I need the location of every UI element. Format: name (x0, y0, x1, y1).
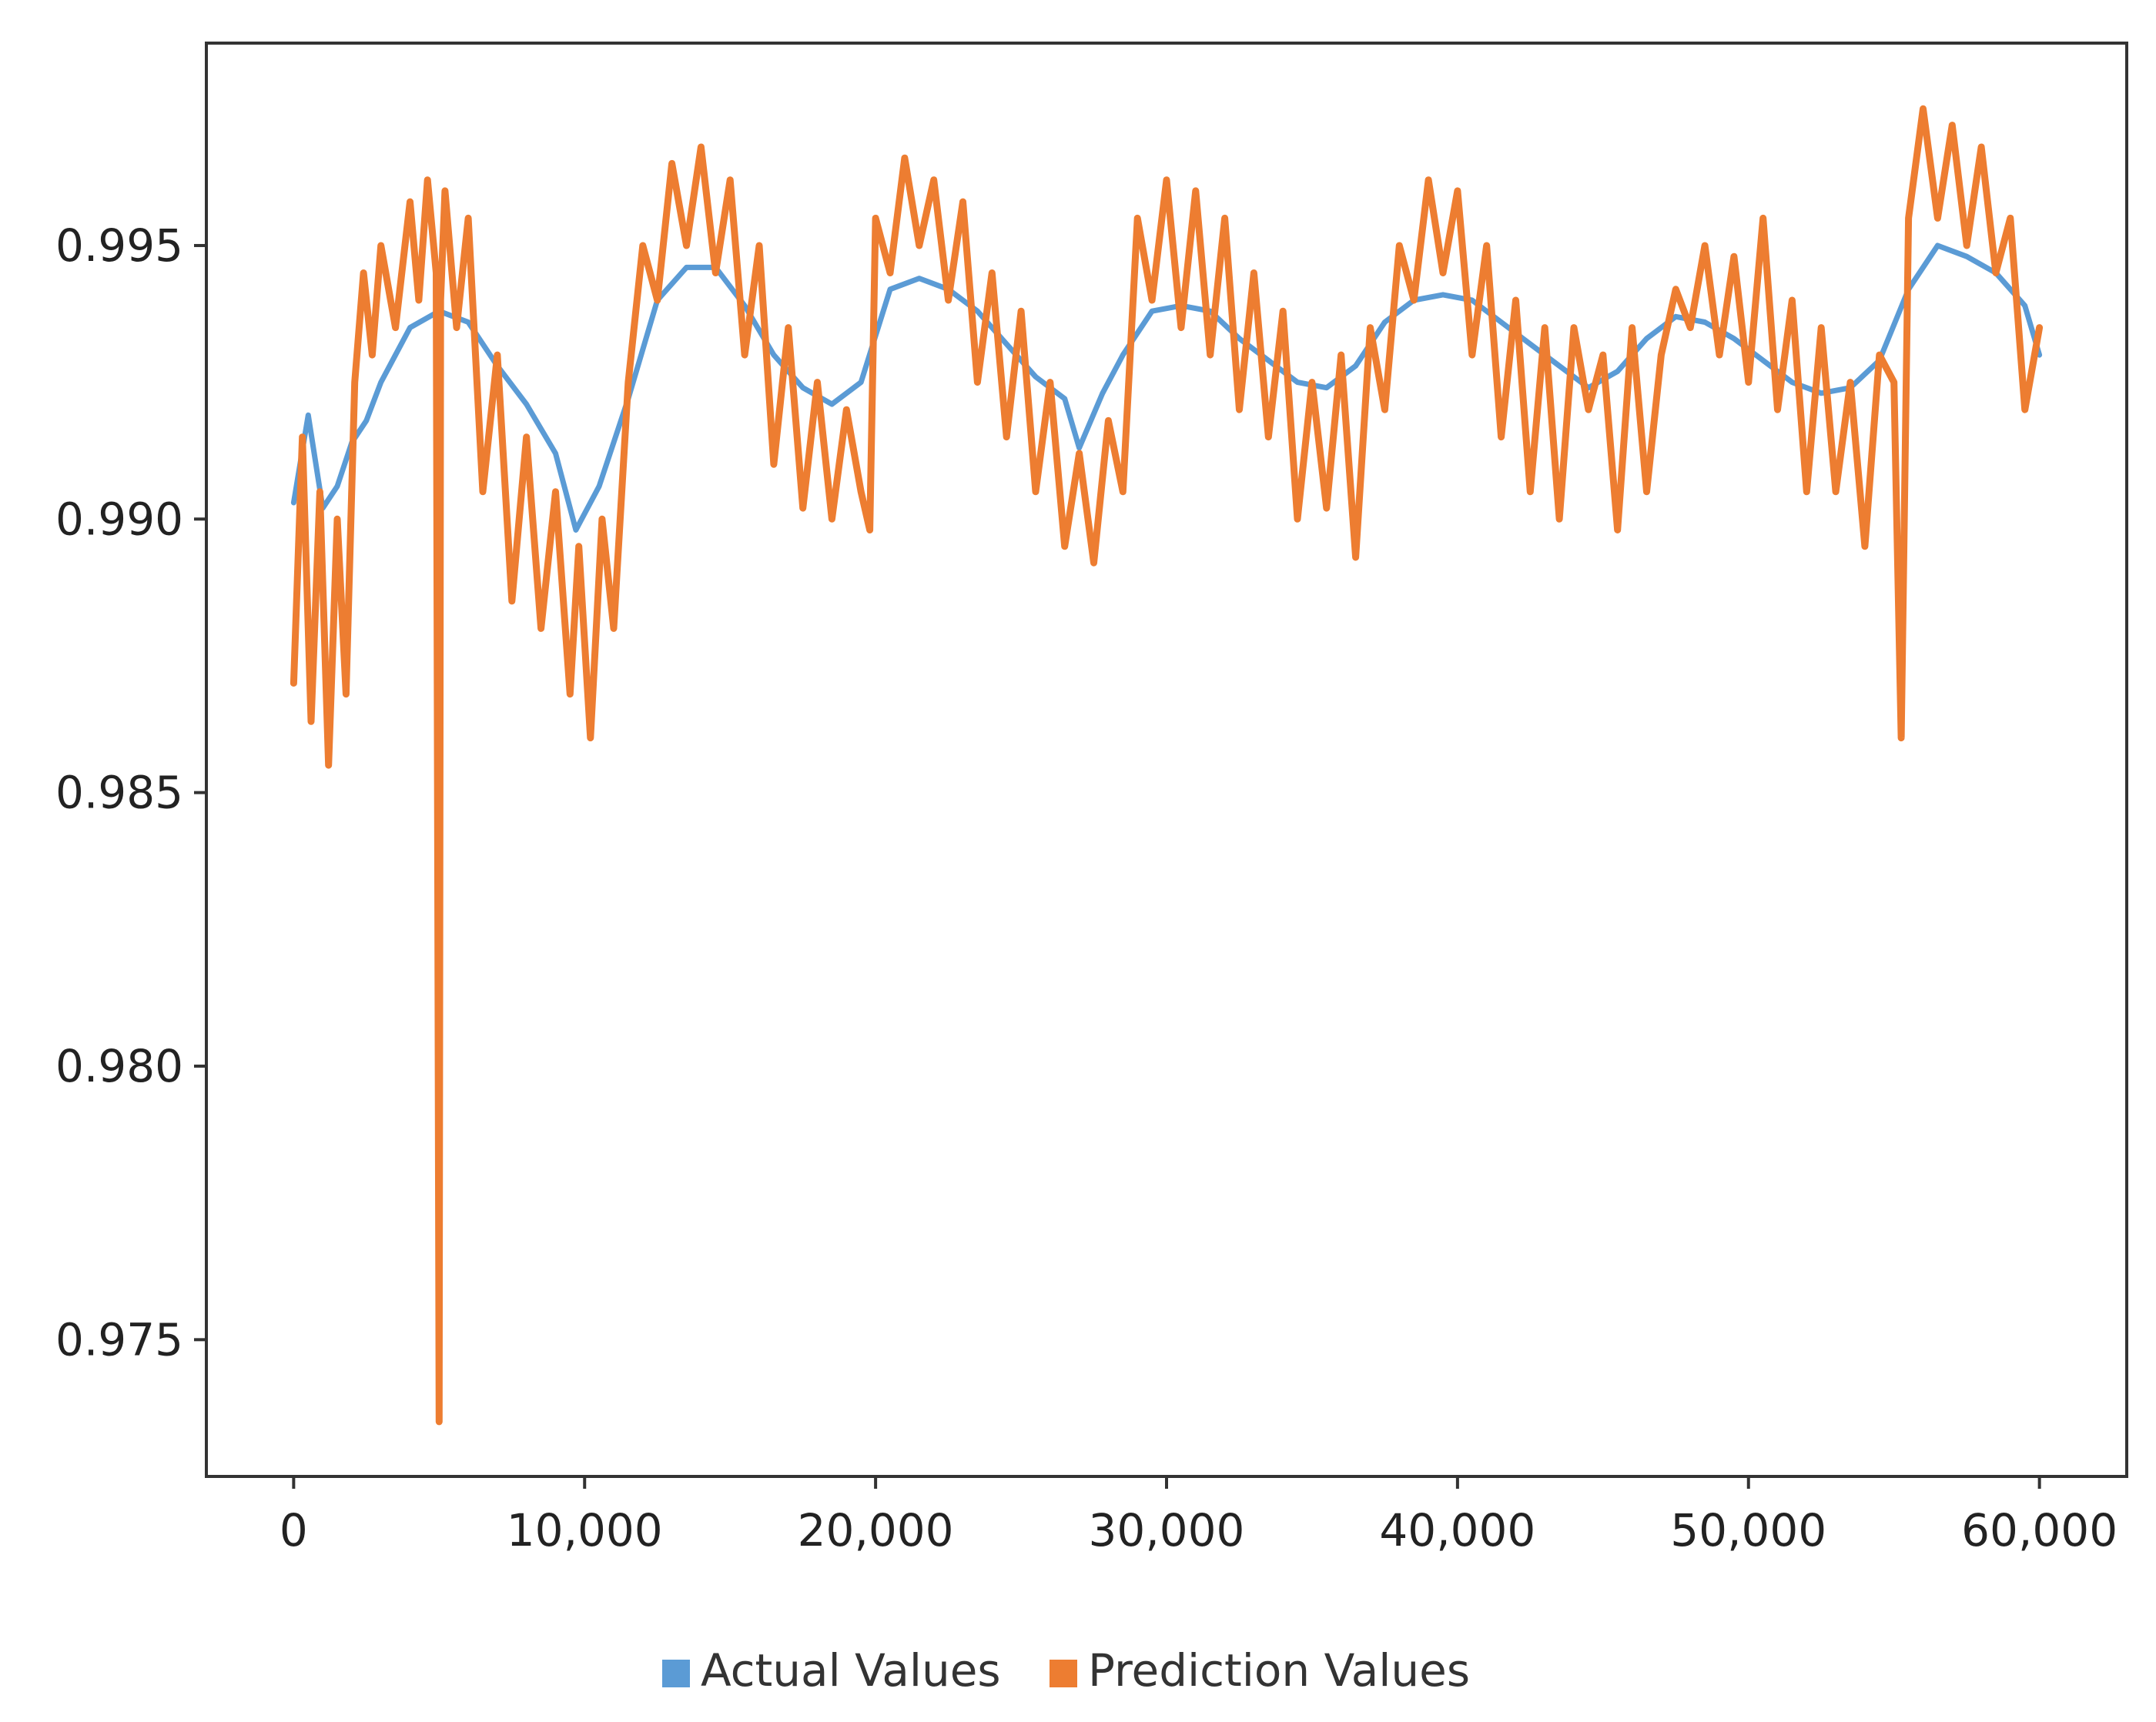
legend-swatch-actual-values (662, 1660, 690, 1687)
y-axis: 0.975 0.980 0.985 0.990 0.995 (55, 219, 206, 1366)
x-tick-label: 30,000 (1089, 1504, 1245, 1556)
series-layer (290, 105, 2044, 1426)
y-tick-label: 0.990 (55, 493, 183, 545)
series-line-actual-values (290, 242, 2043, 533)
x-tick-label: 0 (280, 1504, 308, 1556)
legend: Actual Values Prediction Values (662, 1644, 1470, 1697)
x-axis: 0 10,000 20,000 30,000 40,000 50,000 60,000 (280, 1476, 2118, 1556)
x-tick-label: 50,000 (1670, 1504, 1826, 1556)
legend-label-actual-values: Actual Values (701, 1644, 1001, 1697)
x-tick-label: 40,000 (1379, 1504, 1535, 1556)
series-line-prediction-values (290, 105, 2044, 1426)
y-tick-label: 0.995 (55, 219, 183, 272)
legend-swatch-prediction-values (1050, 1660, 1077, 1687)
y-tick-label: 0.975 (55, 1313, 183, 1366)
x-tick-label: 20,000 (798, 1504, 954, 1556)
plot-frame (205, 42, 2128, 1478)
x-tick-label: 60,000 (1961, 1504, 2118, 1556)
legend-label-prediction-values: Prediction Values (1088, 1644, 1470, 1697)
y-tick-label: 0.985 (55, 767, 183, 819)
x-tick-label: 10,000 (507, 1504, 663, 1556)
y-tick-label: 0.980 (55, 1040, 183, 1092)
